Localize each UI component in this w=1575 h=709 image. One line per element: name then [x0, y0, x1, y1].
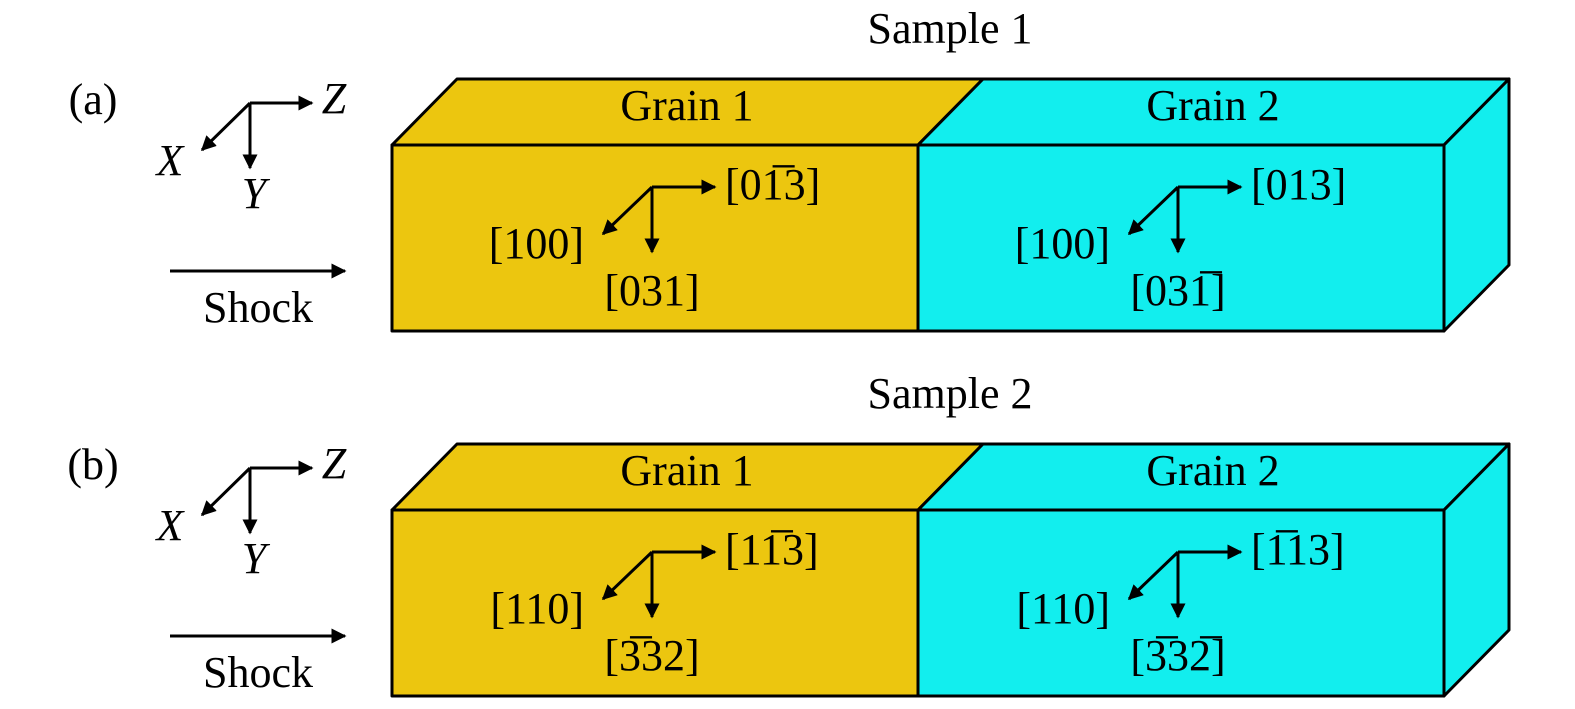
axis-label: Z	[322, 439, 347, 488]
arrow	[601, 185, 654, 236]
panel-label: (b)	[67, 440, 118, 489]
front-face	[916, 143, 1446, 333]
front-face	[390, 508, 920, 698]
direction-label: [1̅13]	[1251, 525, 1345, 574]
arrow	[1127, 550, 1180, 601]
arrow	[200, 101, 252, 152]
panel: Sample 1 (a) X Y Z Shock Grain 1 [01̅3] [100] [03…	[69, 4, 1511, 333]
direction-label: [3̅32]	[604, 631, 699, 680]
panel-title: Sample 2	[868, 369, 1033, 418]
grain-name: Grain 2	[1146, 81, 1279, 130]
arrow	[200, 466, 252, 517]
direction-label: [3̅32̅]	[1130, 631, 1225, 680]
grain-name: Grain 1	[620, 81, 753, 130]
direction-label: [031̅]	[1130, 266, 1225, 315]
panel-label: (a)	[69, 75, 118, 124]
direction-label: [11̅3]	[725, 525, 819, 574]
shock-label: Shock	[203, 283, 313, 332]
axis-label: X	[155, 136, 186, 185]
axis-label: Z	[322, 74, 347, 123]
direction-label: [01̅3]	[725, 160, 820, 209]
front-face	[390, 143, 920, 333]
panel-title: Sample 1	[868, 4, 1033, 53]
front-face	[916, 508, 1446, 698]
direction-label: [013]	[1251, 160, 1346, 209]
axis-label: Y	[242, 534, 271, 583]
side-face	[1442, 77, 1511, 333]
side-face	[1442, 442, 1511, 698]
grain-name: Grain 1	[620, 446, 753, 495]
direction-label: [110]	[490, 584, 584, 633]
direction-label: [100]	[489, 219, 584, 268]
direction-label: [100]	[1015, 219, 1110, 268]
direction-label: [031]	[604, 266, 699, 315]
axis-label: X	[155, 501, 186, 550]
panel: Sample 2 (b) X Y Z Shock Grain 1 [11̅3] [110] [3̅…	[67, 369, 1511, 698]
axis-label: Y	[242, 169, 271, 218]
grain-name: Grain 2	[1146, 446, 1279, 495]
direction-label: [110]	[1016, 584, 1110, 633]
arrow	[601, 550, 654, 601]
arrow	[1127, 185, 1180, 236]
shock-label: Shock	[203, 648, 313, 697]
